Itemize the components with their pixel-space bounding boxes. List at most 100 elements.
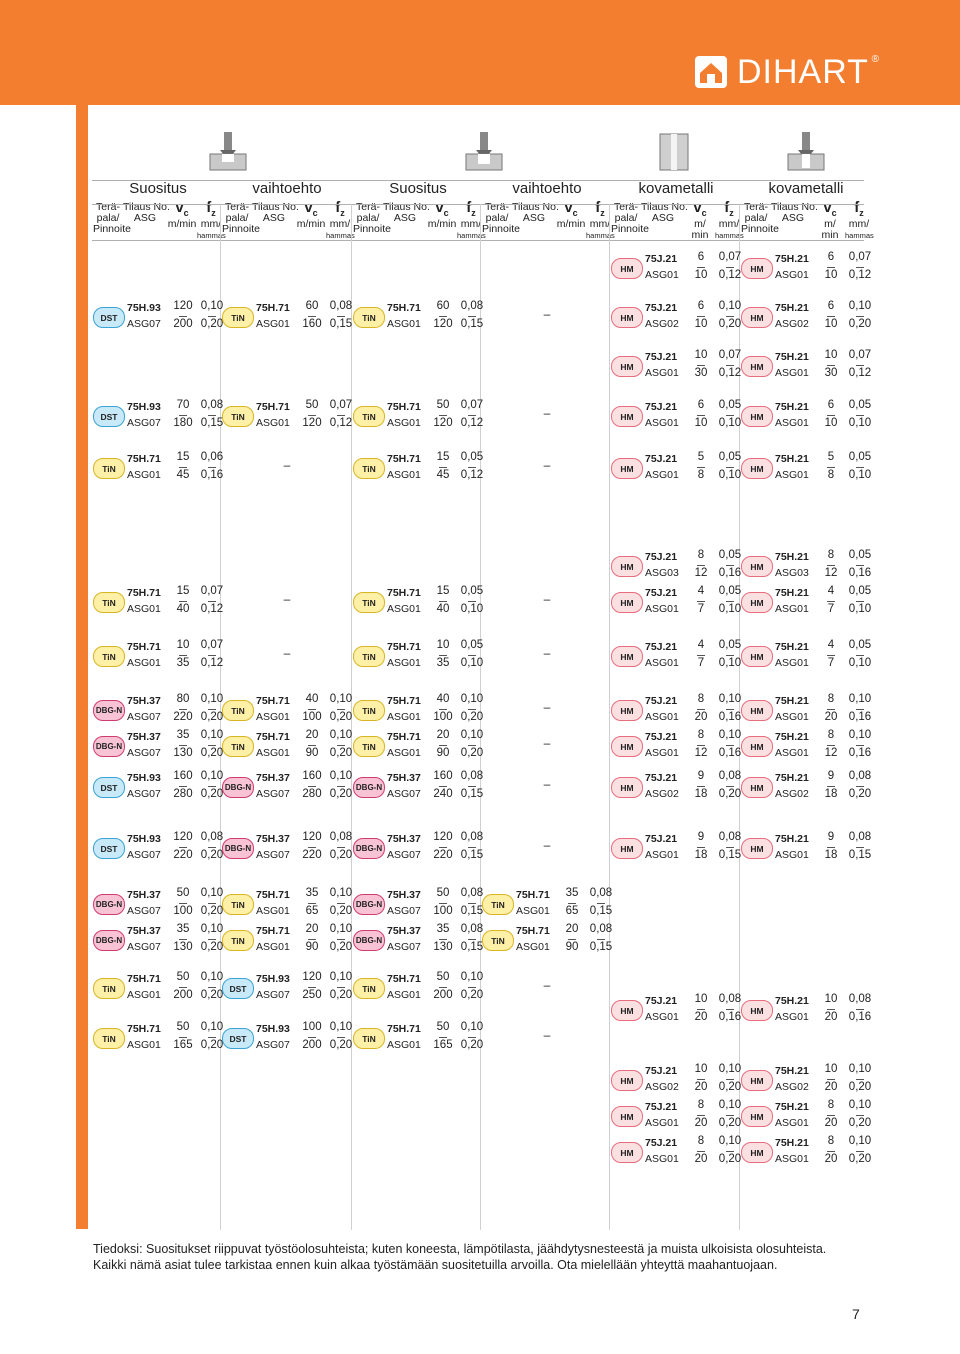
empty-value-dash: –: [283, 592, 291, 606]
vc-max: 165: [173, 1039, 193, 1051]
coating-badge: HM: [611, 307, 643, 328]
order-code: 75H.37: [256, 833, 290, 845]
order-code: 75H.37: [387, 925, 421, 937]
fz-max: 0,15: [460, 905, 484, 917]
order-code: 75H.21: [775, 401, 809, 413]
column-divider: [739, 204, 740, 1230]
vc-max: 20: [694, 1011, 708, 1023]
asg-code: ASG01: [645, 269, 679, 281]
tool-entry: DBG-N 75H.37 ASG07 160 240 0,08 0,15: [353, 769, 483, 805]
vc-max: 160: [302, 318, 322, 330]
tool-entry: DBG-N 75H.37 ASG07 120 220 0,08 0,15: [353, 830, 483, 866]
tool-entry: HM 75J.21 ASG01 4 7 0,05 0,10: [611, 584, 741, 620]
vc-max: 90: [305, 941, 319, 953]
order-code: 75H.71: [387, 302, 421, 314]
tool-entry: DBG-N 75H.37 ASG07 80 220 0,10 0,20: [93, 692, 223, 728]
coating-badge: HM: [611, 1106, 643, 1127]
asg-code: ASG07: [256, 849, 290, 861]
range-dash: [827, 847, 835, 848]
fz-min: 0,05: [718, 585, 742, 597]
fz-max: 0,10: [718, 469, 742, 481]
header-rule: [92, 204, 864, 205]
vc-max: 18: [824, 788, 838, 800]
group-title: kovametalli: [768, 180, 844, 197]
range-dash: [697, 709, 705, 710]
asg-code: ASG01: [127, 1039, 161, 1051]
coating-badge: HM: [741, 1000, 773, 1021]
group-title: kovametalli: [638, 180, 714, 197]
fz-max: 0,12: [848, 269, 872, 281]
order-code: 75H.71: [127, 587, 161, 599]
asg-code: ASG07: [387, 941, 421, 953]
vc-min: 4: [697, 639, 705, 651]
range-dash: [726, 709, 734, 710]
fz-max: 0,20: [718, 788, 742, 800]
vc-max: 10: [694, 318, 708, 330]
fz-max: 0,15: [718, 849, 742, 861]
coating-badge: TiN: [353, 406, 385, 427]
vc-max: 120: [302, 417, 322, 429]
fz-min: 0,10: [848, 300, 872, 312]
tool-entry: HM 75J.21 ASG01 6 10 0,07 0,12: [611, 250, 741, 286]
coating-badge: TiN: [93, 646, 125, 667]
tool-entry: HM 75J.21 ASG01 8 20 0,10 0,20: [611, 1098, 741, 1134]
range-dash: [856, 1151, 864, 1152]
asg-code: ASG01: [387, 603, 421, 615]
fz-max: 0,16: [718, 747, 742, 759]
range-dash: [337, 903, 345, 904]
coating-badge: DST: [222, 978, 254, 999]
asg-code: ASG01: [256, 318, 290, 330]
column-divider: [609, 204, 610, 1230]
vc-min: 20: [305, 923, 319, 935]
fz-min: 0,05: [848, 399, 872, 411]
fz-min: 0,10: [200, 300, 224, 312]
range-dash: [179, 655, 187, 656]
tool-entry: HM 75H.21 ASG01 6 10 0,07 0,12: [741, 250, 871, 286]
order-code: 75H.71: [387, 973, 421, 985]
order-code: 75H.21: [775, 551, 809, 563]
vc-max: 100: [173, 905, 193, 917]
fz-max: 0,10: [848, 603, 872, 615]
coating-badge: HM: [611, 736, 643, 757]
asg-code: ASG01: [775, 1011, 809, 1023]
range-dash: [337, 847, 345, 848]
vc-max: 20: [694, 1081, 708, 1093]
empty-value-dash: –: [543, 458, 551, 472]
fz-min: 0,08: [848, 831, 872, 843]
column-header-3: Suositus Terä-pala/Pinnoite Tilaus No. ASG v…: [353, 180, 486, 240]
coating-badge: HM: [741, 307, 773, 328]
order-code: 75H.21: [775, 1137, 809, 1149]
order-code: 75J.21: [645, 1101, 678, 1113]
range-dash: [726, 565, 734, 566]
range-dash: [697, 1079, 705, 1080]
fz-header: fz mm/hammas: [197, 199, 226, 240]
fz-min: 0,05: [718, 451, 742, 463]
fz-max: 0,10: [460, 603, 484, 615]
range-dash: [568, 939, 576, 940]
fz-max: 0,15: [460, 941, 484, 953]
coating-badge: HM: [611, 556, 643, 577]
range-dash: [726, 365, 734, 366]
range-dash: [337, 745, 345, 746]
coating-badge: HM: [611, 700, 643, 721]
coating-badge: DBG-N: [353, 894, 385, 915]
order-code: 75H.71: [256, 401, 290, 413]
fz-max: 0,20: [460, 747, 484, 759]
order-code: 75H.71: [387, 453, 421, 465]
column-header-5: kovametalli Terä-pala/Pinnoite Tilaus No. A…: [611, 180, 744, 241]
range-dash: [726, 1009, 734, 1010]
fz-min: 0,05: [460, 451, 484, 463]
empty-value-dash: –: [543, 777, 551, 791]
vc-min: 35: [176, 923, 190, 935]
fz-max: 0,20: [848, 1117, 872, 1129]
asg-code: ASG03: [645, 567, 679, 579]
asg-code: ASG07: [127, 788, 161, 800]
vc-min: 8: [697, 1099, 705, 1111]
fz-max: 0,20: [329, 788, 353, 800]
asg-code: ASG01: [775, 657, 809, 669]
hardened-hole-icon: [786, 128, 826, 176]
range-dash: [439, 316, 447, 317]
fz-max: 0,16: [848, 1011, 872, 1023]
range-dash: [337, 786, 345, 787]
fz-min: 0,05: [460, 639, 484, 651]
